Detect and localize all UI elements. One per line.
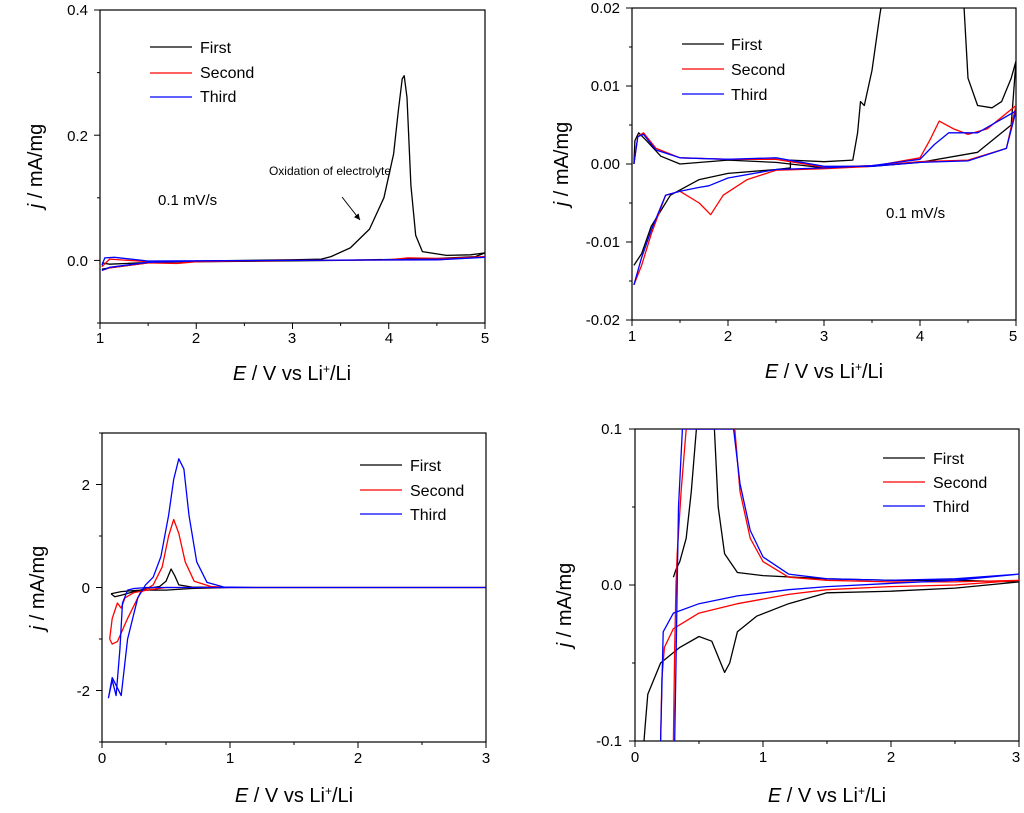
legend-label-second: Second (200, 65, 254, 82)
x-tick-label: 3 (482, 750, 490, 767)
legend-label-third: Third (200, 89, 236, 106)
y-axis-label: j / mA/mg (554, 563, 576, 650)
panel-b: 0.02 0.01 0.00 -0.01 -0.02 1 2 3 4 5 E /… (551, 0, 1017, 383)
y-tick-label: 2 (82, 477, 90, 494)
y-tick-label: 0.4 (67, 2, 88, 19)
series-third-line (107, 458, 486, 699)
series-third-line (633, 110, 1016, 286)
legend-label-second: Second (933, 475, 987, 492)
x-tick-label: 1 (759, 749, 767, 766)
x-tick-label: 3 (1012, 749, 1020, 766)
x-tick-label: 1 (628, 328, 636, 345)
legend: First Second Third (360, 458, 464, 524)
series-first-line (110, 568, 486, 598)
x-tick-label: 3 (820, 328, 828, 345)
x-tick-label: 5 (481, 330, 489, 347)
series-third-line (101, 256, 485, 272)
y-tick-label: 0.00 (591, 156, 620, 173)
y-tick-label: 0 (82, 580, 90, 597)
legend-label-first: First (410, 458, 442, 475)
x-tick-label: 3 (288, 330, 296, 347)
legend: First Second Third (150, 40, 254, 106)
x-tick-label: 4 (385, 330, 393, 347)
y-tick-label: -0.1 (596, 733, 622, 750)
annotation-arrow (341, 196, 361, 221)
panel-a: 0.4 0.2 0.0 1 2 3 4 5 E / V vs Li+/Li j … (25, 2, 489, 385)
plot-frame (631, 7, 1017, 321)
x-tick-label: 0 (631, 749, 639, 766)
series-third-line (659, 429, 1019, 741)
y-tick-label: 0.1 (601, 421, 622, 438)
y-tick-label: 0.0 (601, 577, 622, 594)
legend-label-third: Third (731, 87, 767, 104)
legend: First Second Third (682, 37, 785, 104)
y-axis-label: j / mA/mg (25, 124, 47, 211)
y-tick-label: -2 (77, 683, 90, 700)
legend-label-third: Third (933, 499, 969, 516)
x-axis-label: E / V vs Li+/Li (768, 784, 886, 807)
y-tick-label: -0.02 (586, 312, 620, 329)
legend-label-first: First (933, 451, 965, 468)
x-tick-label: 1 (96, 330, 104, 347)
x-tick-label: 4 (916, 328, 924, 345)
series-second-line (101, 255, 485, 272)
legend-label-second: Second (731, 62, 785, 79)
x-tick-label: 2 (354, 750, 362, 767)
y-tick-label: 0.0 (67, 253, 88, 270)
y-axis-label: j / mA/mg (551, 122, 573, 209)
x-tick-label: 2 (192, 330, 200, 347)
y-tick-label: 0.2 (67, 128, 88, 145)
x-axis-label: E / V vs Li+/Li (235, 784, 353, 807)
y-axis-label: j / mA/mg (27, 546, 49, 633)
x-tick-label: 5 (1009, 328, 1017, 345)
x-axis-label: E / V vs Li+/Li (233, 362, 351, 385)
series-first-line (643, 429, 1019, 741)
legend: First Second Third (883, 451, 987, 516)
legend-label-third: Third (410, 507, 446, 524)
x-tick-label: 2 (724, 328, 732, 345)
legend-label-first: First (200, 40, 232, 57)
y-tick-label: -0.01 (586, 234, 620, 251)
x-tick-label: 0 (98, 750, 106, 767)
legend-label-second: Second (410, 483, 464, 500)
panel-d: 0.1 0.0 -0.1 0 1 2 3 E / V vs Li+/Li j /… (554, 421, 1020, 807)
panel-c: 2 0 -2 0 1 2 3 E / V vs Li+/Li j / mA/mg… (27, 432, 490, 807)
y-tick-label: 0.02 (591, 0, 620, 17)
x-axis-label: E / V vs Li+/Li (765, 360, 883, 383)
oxidation-annotation-text: Oxidation of electrolyte (269, 164, 391, 178)
oxidation-annotation: Oxidation of electrolyte (269, 164, 391, 221)
x-tick-label: 1 (226, 750, 234, 767)
x-tick-label: 2 (887, 749, 895, 766)
scan-rate-annotation: 0.1 mV/s (886, 205, 945, 222)
legend-label-first: First (731, 37, 763, 54)
series-second-line (659, 429, 1019, 741)
y-tick-label: 0.01 (591, 78, 620, 95)
scan-rate-annotation: 0.1 mV/s (158, 192, 217, 209)
